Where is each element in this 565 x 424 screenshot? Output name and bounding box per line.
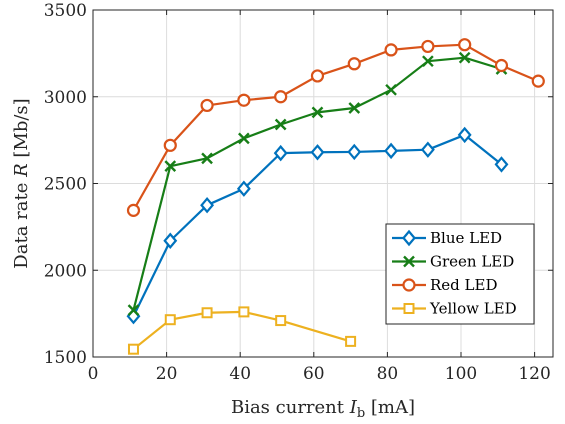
x-axis-label-variable: I [349,397,358,418]
x-axis-ticks: 0 20 40 60 80 100 120 [88,10,551,384]
red-led-point [163,138,177,152]
y-axis-ticks: 1500 2000 2500 3000 3500 [44,1,553,368]
x-tick-label: 40 [229,364,251,384]
x-tick-label: 0 [88,364,99,384]
x-axis-label-prefix: Bias current [231,397,350,418]
x-axis-label: Bias current Ib [mA] [231,397,415,421]
green-led-point [201,152,213,165]
yellow-led-point [201,307,213,319]
green-led-point [422,55,434,68]
blue-led-series [126,126,509,325]
yellow-led-series [127,306,357,355]
blue-led-point [384,142,399,160]
yellow-led-line [132,310,351,351]
y-tick-label: 2000 [44,261,87,281]
red-led-point [237,93,251,107]
green-led-point [127,304,140,317]
red-led-point [531,74,545,88]
blue-led-legend-label: Blue LED [430,229,502,247]
green-led-point [458,51,471,64]
green-led-point [274,118,287,131]
x-tick-label: 100 [445,364,477,384]
red-led-point [384,43,398,57]
red-led-line [132,43,539,211]
y-tick-label: 3000 [44,88,87,108]
x-tick-label: 80 [377,364,399,384]
x-axis-label-unit: [mA] [365,397,415,418]
y-tick-label: 1500 [44,348,87,368]
red-led-point [310,69,325,83]
red-led-point [347,57,361,71]
red-led-point [458,38,472,52]
blue-led-point [163,232,178,249]
red-led-legend-label: Red LED [430,276,497,294]
y-axis-label: Data rate R [Mb/s] [11,98,32,268]
blue-led-point [347,143,362,161]
green-led-point [238,132,250,145]
yellow-led-point [164,314,176,326]
x-tick-label: 20 [156,364,178,384]
green-led-point [348,102,361,114]
green-led-point [311,106,324,119]
y-tick-label: 3500 [44,1,87,21]
yellow-led-point [238,306,250,318]
red-led-point [421,39,435,54]
data-series [126,38,545,355]
red-led-point [126,203,141,217]
red-led-point [494,58,509,73]
yellow-led-legend-label: Yellow LED [429,300,517,318]
x-tick-label: 120 [518,364,550,384]
green-led-legend-label: Green LED [430,253,514,271]
y-axis-label-unit: [Mb/s] [11,98,32,163]
blue-led-point [273,144,288,162]
green-led-point [385,83,397,96]
y-axis-label-prefix: Data rate [11,177,32,269]
y-tick-label: 2500 [44,175,87,195]
blue-led-point [310,144,325,161]
x-axis-label-subscript: b [357,406,365,421]
green-led-series [127,51,508,317]
yellow-led-point [275,315,287,327]
x-tick-label: 60 [303,364,325,384]
red-led-point [200,98,214,113]
green-led-point [164,160,177,172]
red-led-series [126,38,545,217]
red-led-point [274,90,288,104]
blue-led-point [494,156,509,173]
blue-led-point [200,196,215,214]
yellow-led-point [127,343,139,355]
legend: Blue LED Green LED Red LED Yellow LED [385,223,535,325]
y-axis-label-variable: R [11,163,32,178]
green-led-legend-marker [403,255,415,268]
blue-led-point [236,180,251,197]
blue-led-point [457,126,472,144]
blue-led-point [420,141,435,158]
red-led-legend-marker [402,278,416,292]
yellow-led-point [345,335,357,347]
blue-led-legend-marker [402,229,416,247]
yellow-led-legend-marker [403,303,415,314]
